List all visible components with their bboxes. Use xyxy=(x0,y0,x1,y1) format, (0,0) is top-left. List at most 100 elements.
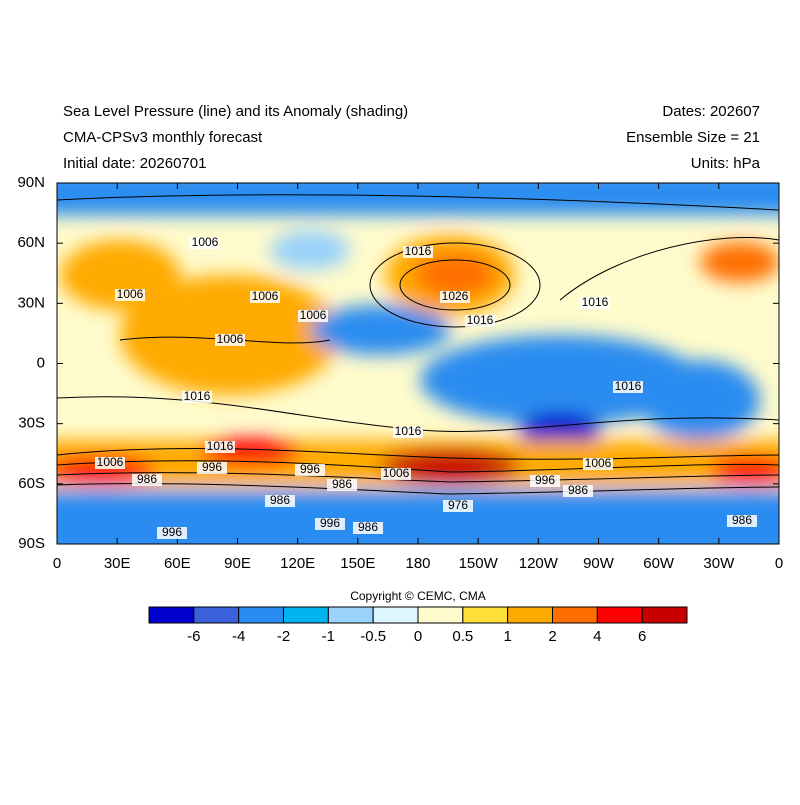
anomaly-shading xyxy=(57,183,779,544)
contour-label-bg xyxy=(190,237,220,249)
colorbar-box xyxy=(283,606,329,624)
contour-label: 1016 xyxy=(405,244,432,258)
contour-label-bg xyxy=(530,475,560,487)
contour-label-bg xyxy=(613,381,643,393)
contour-label: 996 xyxy=(320,516,340,530)
colorbar-label: -4 xyxy=(232,628,245,645)
contour-label-bg xyxy=(197,462,227,474)
contour-label-bg xyxy=(465,315,495,327)
contour-label: 1016 xyxy=(467,313,494,327)
contour-label-bg xyxy=(353,522,383,534)
colorbar-label: 0 xyxy=(414,628,422,645)
contour-label: 1016 xyxy=(207,439,234,453)
contour-label: 996 xyxy=(202,460,222,474)
colorbar-label: -2 xyxy=(277,628,290,645)
lat-tick-label: 30N xyxy=(17,294,45,311)
contour-label: 986 xyxy=(732,513,752,527)
contour-label-bg xyxy=(215,334,245,346)
contour-label: 996 xyxy=(300,462,320,476)
colorbar-label: 4 xyxy=(593,628,601,645)
title-right: Ensemble Size = 21 xyxy=(626,129,760,146)
colorbar-box xyxy=(462,606,509,624)
title-left: CMA-CPSv3 monthly forecast xyxy=(63,129,263,146)
contour-label-bg xyxy=(157,527,187,539)
contour-label: 986 xyxy=(332,477,352,491)
lon-tick-label: 60E xyxy=(164,555,191,572)
lon-tick-label: 90W xyxy=(583,555,615,572)
contour-label-bg xyxy=(580,297,610,309)
colorbar-label: -1 xyxy=(322,628,335,645)
title-left: Sea Level Pressure (line) and its Anomal… xyxy=(63,103,408,120)
contour-label: 1006 xyxy=(585,456,612,470)
lon-tick-label: 0 xyxy=(775,555,783,572)
contour-label-bg xyxy=(403,246,433,258)
contour-label: 1006 xyxy=(252,289,279,303)
contour-label-bg xyxy=(440,291,470,303)
contour-label-bg xyxy=(182,391,212,403)
contour-label: 1006 xyxy=(300,308,327,322)
contour-label: 1006 xyxy=(217,332,244,346)
lon-tick-label: 120E xyxy=(280,555,315,572)
contour-label-bg xyxy=(132,474,162,486)
contour-label: 1006 xyxy=(192,235,219,249)
contour-label-bg xyxy=(295,464,325,476)
contour-label-bg xyxy=(393,426,423,438)
contour-label: 1006 xyxy=(97,455,124,469)
lat-tick-label: 60S xyxy=(18,475,45,492)
contour-label-bg xyxy=(327,479,357,491)
colorbar-box xyxy=(417,606,464,624)
contour-label: 1016 xyxy=(582,295,609,309)
colorbar-label: 1 xyxy=(503,628,511,645)
lon-tick-label: 60W xyxy=(643,555,675,572)
contour-label-bg xyxy=(205,441,235,453)
contour-label: 986 xyxy=(358,520,378,534)
contour-label: 996 xyxy=(162,525,182,539)
colorbar-box xyxy=(372,606,419,624)
contour-label: 996 xyxy=(535,473,555,487)
contour-label: 1006 xyxy=(117,287,144,301)
colorbar-label: 6 xyxy=(638,628,646,645)
contour-label-bg xyxy=(315,518,345,530)
colorbar-label: 2 xyxy=(548,628,556,645)
title-right: Units: hPa xyxy=(691,155,761,172)
contour-label: 986 xyxy=(568,483,588,497)
contour-label: 1006 xyxy=(383,466,410,480)
colorbar-label: -0.5 xyxy=(360,628,386,645)
lon-tick-label: 120W xyxy=(519,555,559,572)
lat-tick-label: 0 xyxy=(37,354,45,371)
colorbar-label: -6 xyxy=(187,628,200,645)
title-right: Dates: 202607 xyxy=(662,103,760,120)
copyright: Copyright © CEMC, CMA xyxy=(350,589,486,603)
lon-tick-label: 150E xyxy=(340,555,375,572)
contour-label-bg xyxy=(115,289,145,301)
contour-label-bg xyxy=(727,515,757,527)
contour-label-bg xyxy=(443,500,473,512)
lon-tick-label: 90E xyxy=(224,555,251,572)
contour-label-bg xyxy=(583,458,613,470)
contour-label: 976 xyxy=(448,498,468,512)
contour-label: 1026 xyxy=(442,289,469,303)
colorbar-box xyxy=(507,606,553,624)
contour-label: 986 xyxy=(137,472,157,486)
contour-label-bg xyxy=(250,291,280,303)
lat-tick-label: 90N xyxy=(17,174,45,191)
colorbar-box xyxy=(327,606,374,624)
contour-label-bg xyxy=(381,468,411,480)
contour-label: 986 xyxy=(270,493,290,507)
contour-label-bg xyxy=(563,485,593,497)
title-left: Initial date: 20260701 xyxy=(63,155,206,172)
lon-tick-label: 0 xyxy=(53,555,61,572)
lat-tick-label: 60N xyxy=(17,234,45,251)
colorbar-box xyxy=(552,606,598,624)
contour-label: 1016 xyxy=(184,389,211,403)
contour-label-bg xyxy=(298,310,328,322)
contour-label: 1016 xyxy=(395,424,422,438)
colorbar-box xyxy=(596,606,643,624)
colorbar-box xyxy=(148,606,195,624)
lon-tick-label: 150W xyxy=(459,555,499,572)
lat-tick-label: 90S xyxy=(18,535,45,552)
lon-tick-label: 30W xyxy=(703,555,735,572)
colorbar-box xyxy=(193,606,240,624)
lat-tick-label: 30S xyxy=(18,415,45,432)
